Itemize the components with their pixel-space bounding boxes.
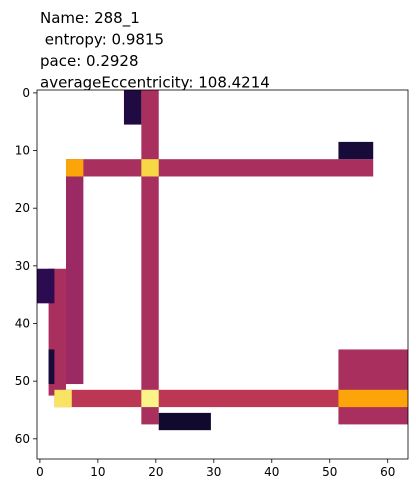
heatmap-cell-block — [158, 412, 211, 431]
y-tick-label: 40 — [15, 317, 30, 331]
y-tick-label: 10 — [15, 144, 30, 158]
heatmap-cell-block — [123, 90, 142, 125]
title-line: entropy: 0.9815 — [40, 31, 164, 49]
heatmap-cell-block — [37, 268, 55, 304]
y-tick-label: 60 — [15, 432, 30, 446]
heatmap-cell-block — [338, 389, 408, 408]
heatmap-cell-block — [54, 389, 72, 408]
title-line: Name: 288_1 — [40, 9, 140, 28]
heatmap-cell-block — [65, 176, 84, 385]
axes-frame — [36, 89, 409, 460]
title-line: pace: 0.2928 — [40, 52, 139, 70]
heatmap-cell-block — [141, 159, 159, 177]
x-tick-label: 40 — [264, 465, 279, 479]
y-tick-label: 50 — [15, 374, 30, 388]
x-tick-label: 0 — [36, 465, 44, 479]
x-tick-label: 50 — [322, 465, 337, 479]
heatmap-cell-block — [141, 90, 159, 425]
y-tick-label: 20 — [15, 201, 30, 215]
heatmap-cell-block — [65, 159, 84, 177]
heatmap-cell-block — [65, 159, 374, 177]
heatmap-cell-block — [48, 349, 55, 385]
y-tick-label: 0 — [22, 86, 30, 100]
title-line: averageEccentricity: 108.4214 — [40, 74, 270, 92]
y-tick-label: 30 — [15, 259, 30, 273]
x-tick-label: 10 — [90, 465, 105, 479]
heatmap-cell-block — [141, 389, 159, 408]
x-tick-label: 20 — [148, 465, 163, 479]
heatmap-cell-block — [338, 141, 374, 160]
heatmap-cell-block — [338, 349, 408, 425]
x-tick-label: 30 — [206, 465, 221, 479]
x-tick-label: 60 — [380, 465, 395, 479]
